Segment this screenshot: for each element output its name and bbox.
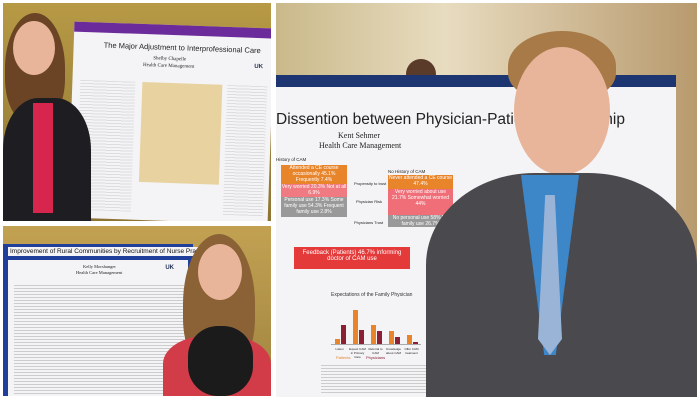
person-scarf — [188, 326, 253, 396]
label-history: History of CAM — [276, 157, 307, 162]
poster-program: Health Care Management — [142, 62, 195, 70]
bar-patients — [407, 334, 412, 344]
photo-right: Dissention between Physician-Patient Rel… — [276, 3, 697, 397]
person-face — [198, 244, 242, 300]
poster-text — [14, 285, 184, 395]
poster-diagram — [138, 81, 223, 185]
poster-author: Kent Sehmer — [338, 131, 380, 140]
chart-category-label: Expect CAM in Primary Care — [349, 347, 366, 359]
photo-bottom-left: Improvement of Rural Communities by Recr… — [3, 226, 271, 396]
chart-category-label: Listen — [335, 347, 344, 351]
bar-patients — [335, 339, 340, 344]
expectations-chart: Listen Expect CAM in Primary Care Referral… — [331, 305, 421, 359]
legend-patients: Patients — [336, 355, 351, 360]
box-ce-course: Attended a CE course occasionally 45.1% … — [281, 165, 347, 184]
bar-physicians — [413, 341, 418, 344]
poster-program: Health Care Management — [76, 270, 123, 275]
poster-author: Kelly Morshanger — [83, 264, 116, 269]
chart-category-label: Offer CAM treatment — [404, 347, 419, 355]
label-no-history: No History of CAM — [388, 169, 426, 174]
poster-text — [321, 365, 431, 395]
poster-title: The Major Adjustment to Interprofessiona… — [103, 40, 261, 56]
person-top — [33, 103, 53, 213]
box-very-worried: Very worried about use 21.7% Somewhat wo… — [388, 189, 453, 215]
poster-author: Shelby Chapelle — [153, 56, 187, 63]
bar-patients — [353, 309, 358, 344]
bar-patients — [371, 325, 376, 344]
person-face — [514, 47, 610, 175]
person-face — [13, 21, 55, 75]
bar-physicians — [395, 336, 400, 344]
poster-program: Health Care Management — [319, 141, 402, 150]
label-trust: Physicians Trust — [354, 220, 384, 225]
logo: UK — [165, 265, 174, 271]
poster-interprofessional-care: The Major Adjustment to Interprofessiona… — [67, 21, 271, 221]
chart-title: Expectations of the Family Physician — [331, 292, 413, 298]
chart-category-label: Knowledge about CAM — [385, 347, 401, 355]
box-worried: Very worried 20.3% Not at all 6.9% — [281, 184, 347, 197]
bar-physicians — [359, 329, 364, 344]
bar-physicians — [341, 325, 346, 344]
poster-text-column — [222, 84, 268, 217]
bar-patients — [389, 331, 394, 344]
label-propensity: Propensity to trust — [354, 181, 387, 186]
box-never-attended: Never attended a CE course 47.4% — [388, 175, 453, 189]
poster-title: Improvement of Rural Communities by Recr… — [8, 247, 225, 256]
chart-category-label: Referral to CAM — [368, 347, 383, 355]
label-risk: Physician Risk — [356, 199, 383, 204]
feedback-box: Feedback (Patients) 46.7% informing doct… — [294, 247, 410, 269]
poster-rural-communities: Improvement of Rural Communities by Recr… — [3, 244, 225, 396]
photo-top-left: The Major Adjustment to Interprofessiona… — [3, 3, 271, 221]
box-personal-use: Personal use 17.3% Some family use 54.3%… — [281, 197, 347, 217]
legend-physicians: Physicians — [366, 355, 386, 360]
logo: UK — [254, 63, 264, 71]
bar-physicians — [377, 331, 382, 344]
